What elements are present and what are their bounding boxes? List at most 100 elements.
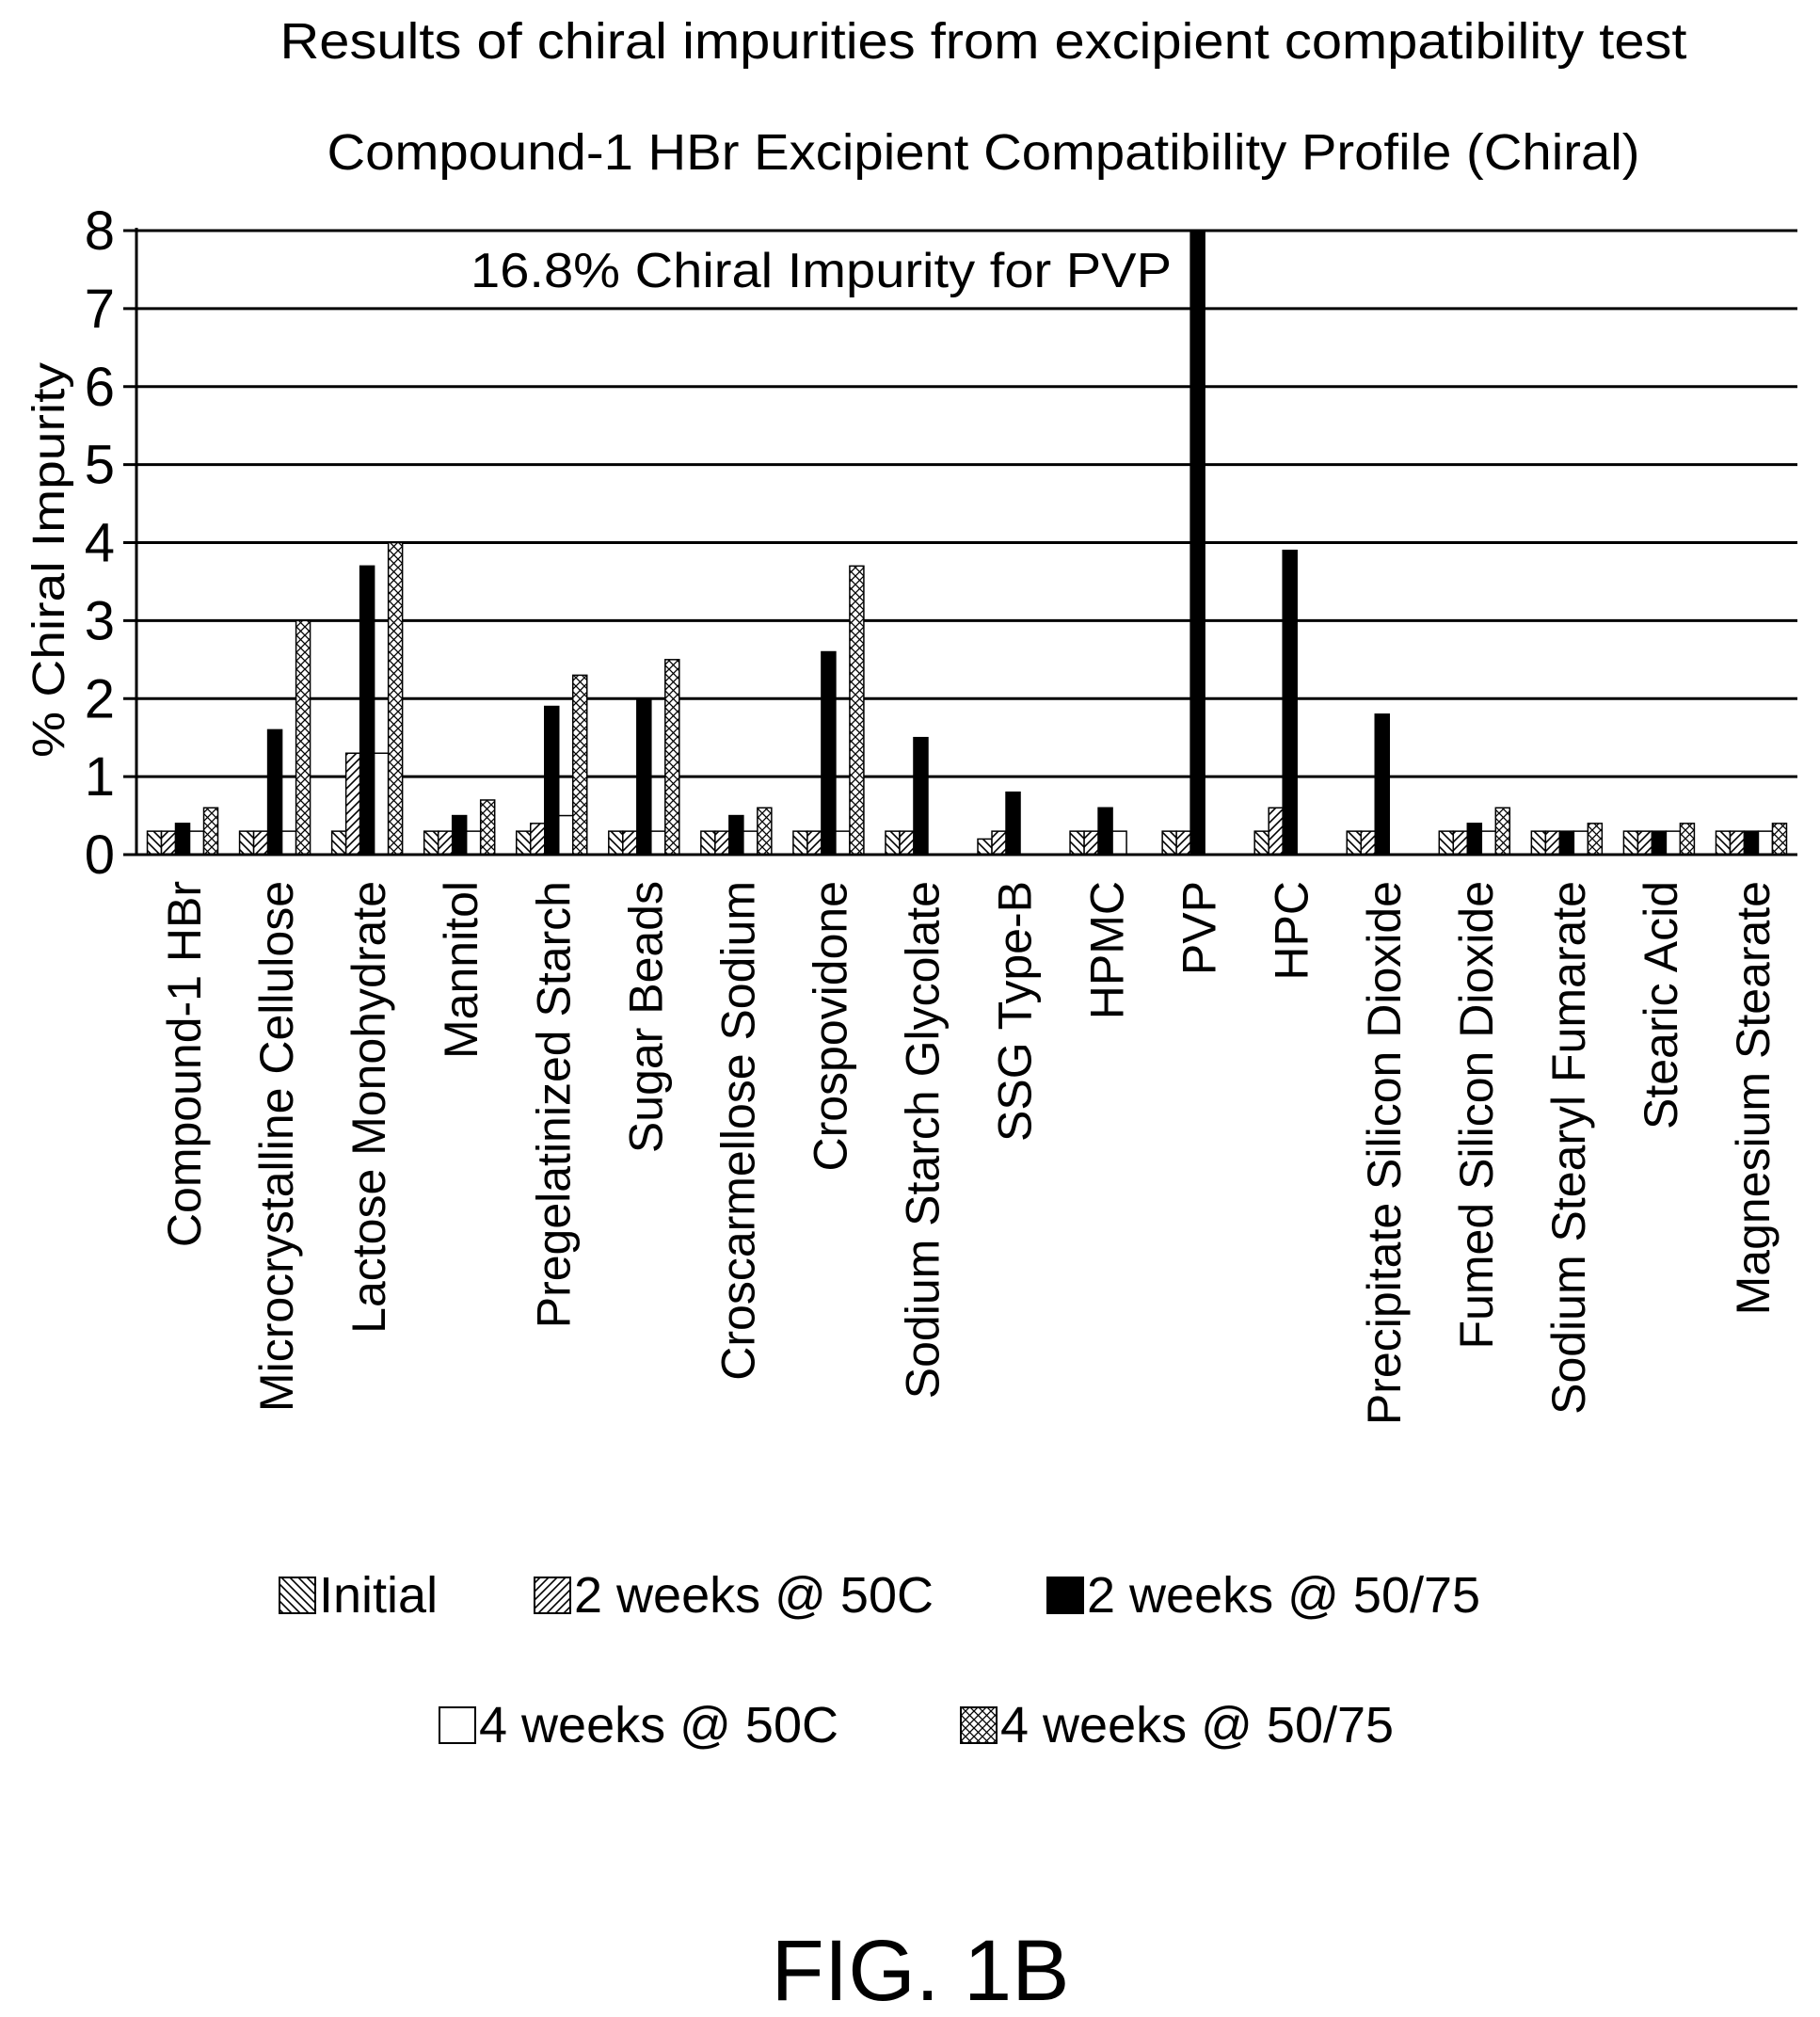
bar — [1438, 830, 1455, 856]
bar — [821, 650, 837, 856]
bar — [1665, 830, 1682, 856]
bar — [387, 541, 404, 856]
bar — [1111, 830, 1127, 856]
bar — [516, 830, 532, 856]
bar — [1452, 830, 1469, 856]
bar — [280, 830, 297, 856]
bar — [1097, 807, 1113, 856]
bar — [1757, 830, 1774, 856]
y-tick-label: 7 — [85, 279, 115, 340]
legend-label: Initial — [319, 1567, 438, 1624]
bar — [1494, 807, 1511, 856]
bar — [146, 830, 163, 856]
bars — [146, 230, 1788, 856]
x-tick-label: Precipitate Silicon Dioxide — [1358, 881, 1411, 1425]
x-tick-label: SSG Type-B — [989, 881, 1042, 1142]
bar — [792, 830, 808, 856]
bar — [991, 830, 1007, 856]
bar — [295, 619, 311, 856]
bar — [572, 674, 588, 856]
x-tick-label: Sodium Starch Glycolate — [896, 881, 949, 1399]
bar — [977, 838, 993, 856]
bar — [835, 830, 851, 856]
bar — [899, 830, 915, 856]
bar — [1346, 830, 1362, 856]
bar — [1360, 830, 1376, 856]
chart-title: Results of chiral impurities from excipi… — [280, 13, 1687, 70]
bar — [344, 752, 361, 856]
bar — [1189, 230, 1205, 856]
chart-subtitle: Compound-1 HBr Excipient Compatibility P… — [327, 124, 1640, 181]
bar — [1282, 550, 1298, 856]
legend-label: 2 weeks @ 50C — [574, 1567, 934, 1624]
bar — [650, 830, 666, 856]
bar — [1268, 807, 1284, 856]
x-tick-label: Lactose Monohydrate — [343, 881, 395, 1334]
bar — [266, 728, 283, 856]
legend-swatch — [1046, 1577, 1084, 1614]
bar — [1480, 830, 1497, 856]
bar — [1083, 830, 1099, 856]
bar — [1069, 830, 1085, 856]
bar — [160, 830, 177, 856]
bar — [1729, 830, 1746, 856]
x-tick-label: Sugar Beads — [619, 881, 672, 1153]
bar — [437, 830, 454, 856]
x-tick-label: Magnesium Stearate — [1727, 881, 1780, 1315]
y-tick-label: 2 — [85, 668, 115, 729]
pvp-annotation: 16.8% Chiral Impurity for PVP — [471, 244, 1172, 298]
y-tick-labels: 0 1 2 3 4 5 6 7 8 — [85, 200, 115, 886]
bar — [1679, 823, 1696, 856]
y-tick-label: 4 — [85, 513, 115, 574]
x-tick-label: Crospovidone — [804, 881, 856, 1172]
x-tick-label: Mannitol — [435, 881, 487, 1059]
bar — [1253, 830, 1269, 856]
bar — [558, 814, 574, 856]
bar — [1651, 830, 1668, 856]
bar — [714, 830, 730, 856]
x-tick-label: PVP — [1173, 881, 1226, 975]
bar — [530, 823, 546, 856]
bar — [1715, 830, 1732, 856]
bar — [544, 705, 560, 856]
bar — [1005, 791, 1021, 856]
bar — [423, 830, 439, 856]
bar — [359, 565, 375, 856]
bar — [465, 830, 482, 856]
x-tick-label: Croscarmellose Sodium — [711, 881, 764, 1381]
bar — [757, 807, 773, 856]
bar — [1558, 830, 1575, 856]
y-tick-label: 1 — [85, 746, 115, 808]
bar — [806, 830, 822, 856]
x-tick-label: Pregelatinized Starch — [527, 881, 580, 1328]
bar — [1466, 823, 1483, 856]
x-tick-label: Stearic Acid — [1635, 881, 1687, 1129]
bar — [1587, 823, 1604, 856]
x-tick-label: Fumed Silicon Dioxide — [1450, 881, 1503, 1349]
x-tick-label: Microcrystalline Cellulose — [250, 881, 303, 1412]
legend-label: 4 weeks @ 50C — [479, 1697, 838, 1753]
legend-swatch — [279, 1577, 316, 1614]
y-tick-label: 8 — [85, 200, 115, 262]
bar — [479, 799, 496, 856]
bar — [1622, 830, 1639, 856]
bar — [252, 830, 269, 856]
bar — [885, 830, 901, 856]
bar — [1636, 830, 1653, 856]
bar — [1161, 830, 1177, 856]
bar — [1530, 830, 1547, 856]
x-tick-label: HPMC — [1081, 881, 1134, 1019]
x-tick-label: Compound-1 HBr — [158, 881, 211, 1247]
x-tick-label: Sodium Stearyl Fumarate — [1542, 881, 1595, 1415]
y-tick-label: 5 — [85, 435, 115, 496]
x-tick-label: HPC — [1266, 881, 1318, 981]
bar — [608, 830, 624, 856]
bar — [451, 814, 468, 856]
legend-swatch — [960, 1706, 998, 1744]
bar — [1175, 830, 1191, 856]
y-axis-label: % Chiral Impurity — [24, 362, 74, 758]
bar — [1771, 823, 1788, 856]
legend-swatch — [534, 1577, 571, 1614]
bar — [373, 752, 390, 856]
bar — [188, 830, 205, 856]
